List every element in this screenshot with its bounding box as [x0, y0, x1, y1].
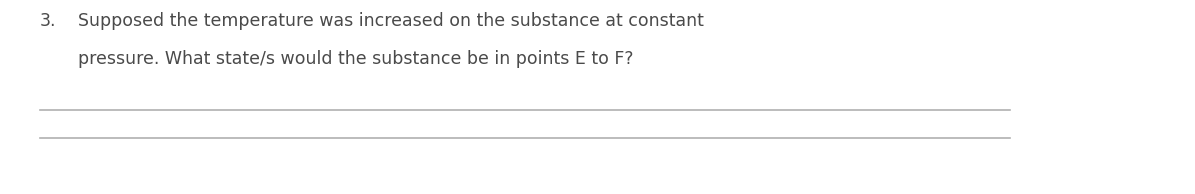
Text: 3.: 3. [39, 12, 56, 30]
Text: Supposed the temperature was increased on the substance at constant: Supposed the temperature was increased o… [78, 12, 704, 30]
Text: pressure. What state/s would the substance be in points E to F?: pressure. What state/s would the substan… [78, 50, 633, 68]
